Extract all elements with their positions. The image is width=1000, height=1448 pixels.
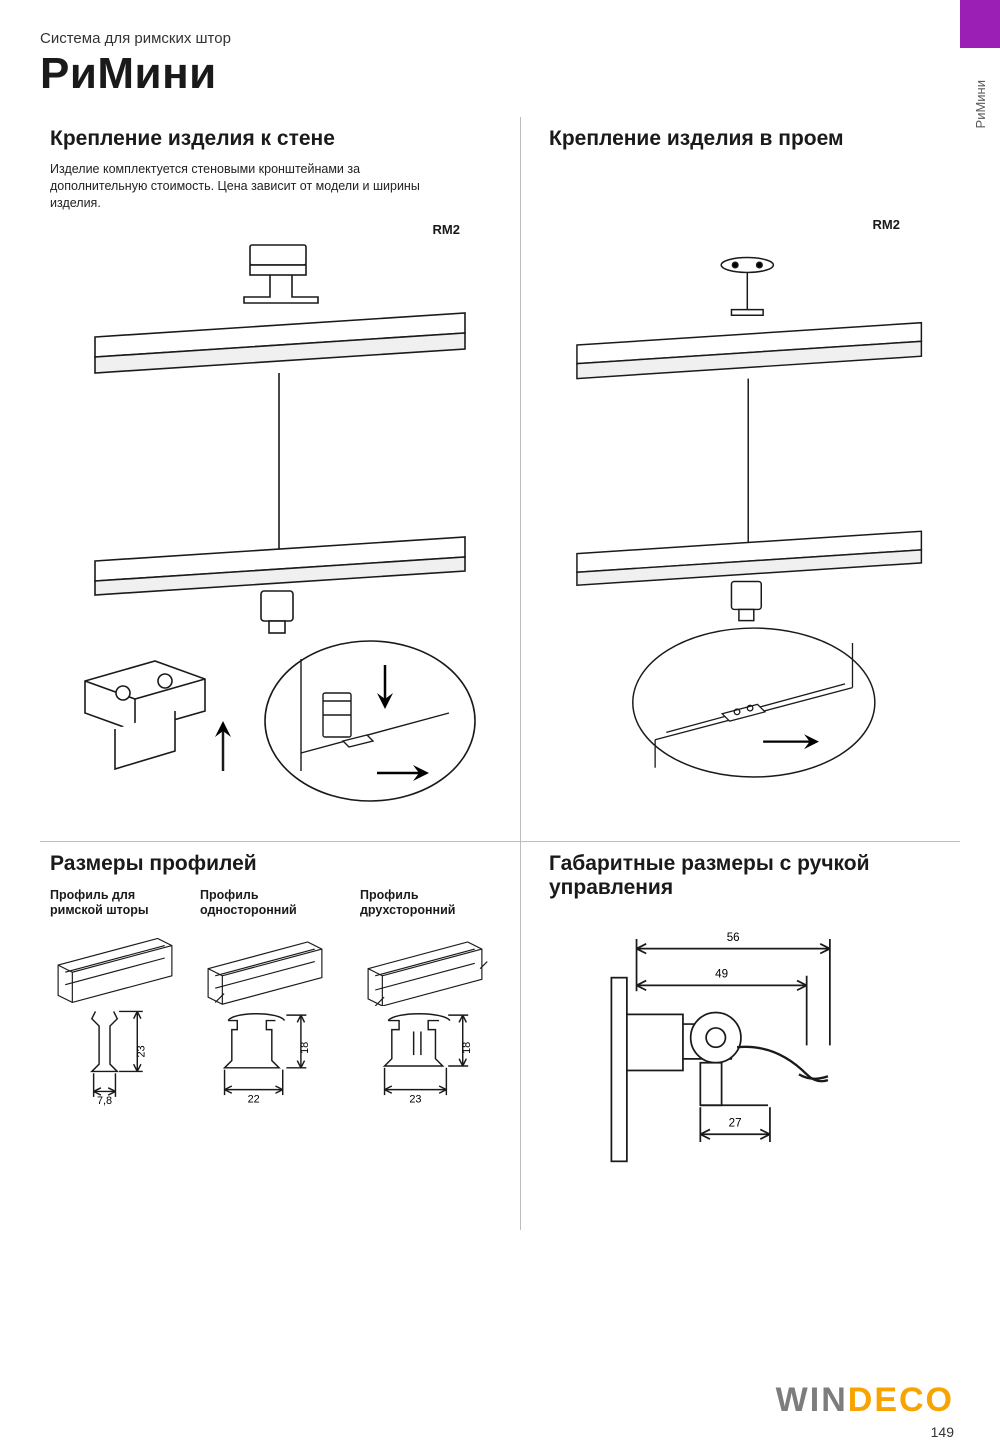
dim-d2: 49 <box>715 967 728 980</box>
page-title: РиМини <box>40 49 960 99</box>
dim-height: 23 <box>136 1045 148 1057</box>
profile-iso-icon <box>200 926 330 1006</box>
overall-heading: Габаритные размеры с ручкой управления <box>549 852 940 900</box>
dim-height: 18 <box>461 1041 473 1053</box>
profile-item: Профиль односторонний <box>200 888 340 1106</box>
opening-model-label: RM2 <box>549 217 940 232</box>
dim-width: 23 <box>409 1093 421 1105</box>
wall-diagram <box>50 241 500 811</box>
dim-width: 7,8 <box>97 1095 112 1106</box>
section-overall-dims: Габаритные размеры с ручкой управления <box>520 842 960 1230</box>
logo-part2: DECO <box>848 1381 954 1419</box>
profile-label: Профиль для римской шторы <box>50 888 180 920</box>
wall-heading: Крепление изделия к стене <box>50 127 500 151</box>
logo-part1: WIN <box>776 1381 848 1419</box>
brand-logo: WINDECO <box>776 1381 954 1420</box>
section-opening-mount: Крепление изделия в проем RM2 <box>520 117 960 841</box>
overall-diagram: 56 49 27 <box>549 910 929 1200</box>
section-profiles: Размеры профилей Профиль для римской што… <box>40 842 520 1230</box>
page-overline: Система для римских штор <box>40 30 960 47</box>
opening-diagram <box>549 236 940 806</box>
section-wall-mount: Крепление изделия к стене Изделие компле… <box>40 117 520 841</box>
profile-item: Профиль друхсторонний <box>360 888 500 1106</box>
accent-tab <box>960 0 1000 48</box>
profile-item: Профиль для римской шторы <box>50 888 180 1106</box>
profile-label: Профиль односторонний <box>200 888 340 920</box>
dim-height: 18 <box>299 1041 311 1053</box>
profile-iso-icon <box>50 926 180 1006</box>
dim-d1: 56 <box>727 931 740 944</box>
profile-section-icon: 18 22 <box>200 1006 340 1106</box>
profiles-heading: Размеры профилей <box>50 852 500 876</box>
opening-heading: Крепление изделия в проем <box>549 127 940 151</box>
wall-description: Изделие комплектуется стеновыми кронштей… <box>50 161 430 212</box>
page-number: 149 <box>931 1424 954 1440</box>
profile-section-icon: 18 23 <box>360 1006 500 1106</box>
dim-d3: 27 <box>729 1116 742 1129</box>
profile-iso-icon <box>360 926 490 1006</box>
wall-model-label: RM2 <box>50 222 500 237</box>
profiles-row: Профиль для римской шторы <box>50 888 500 1106</box>
profile-label: Профиль друхсторонний <box>360 888 500 920</box>
dim-width: 22 <box>248 1093 260 1105</box>
side-product-label: РиМини <box>973 80 988 128</box>
profile-section-icon: 23 7,8 <box>50 1006 170 1106</box>
